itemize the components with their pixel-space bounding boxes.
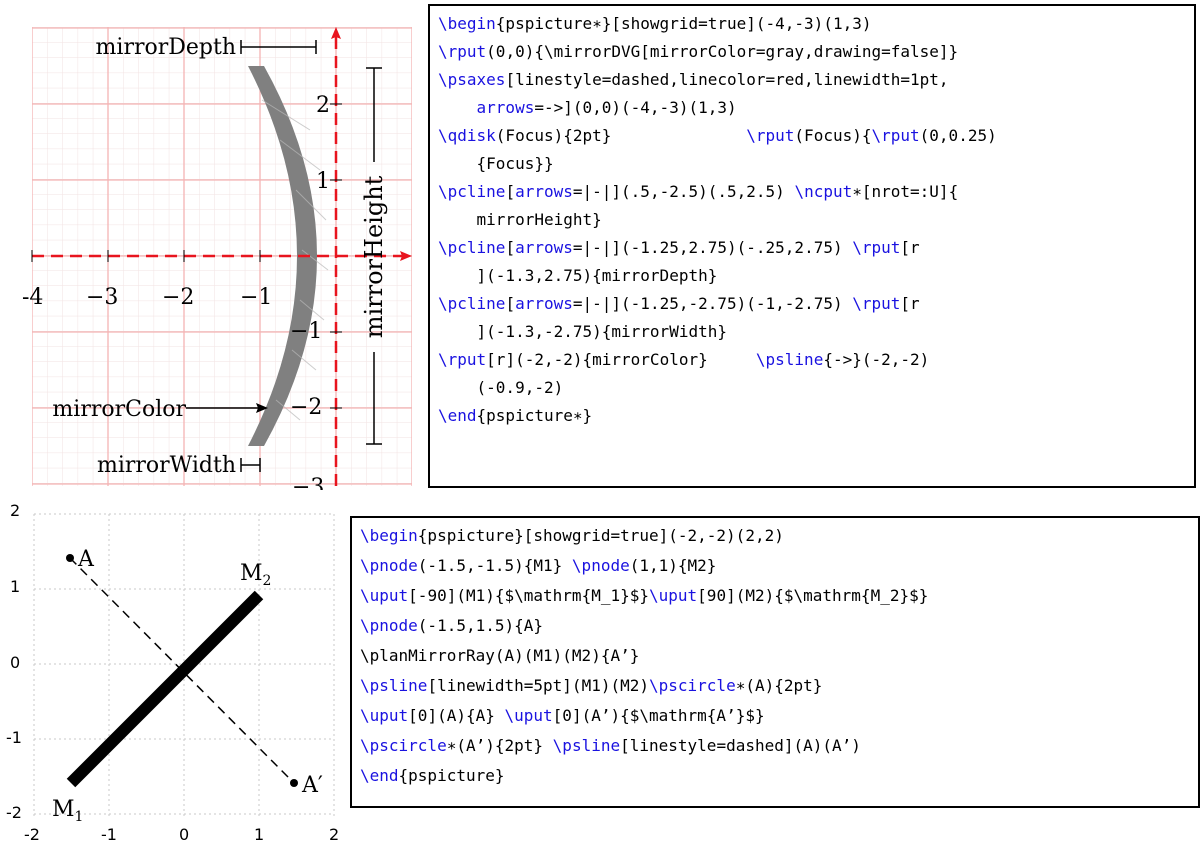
code-listing-mirror: \begin{pspicture∗}[showgrid=true](-4,-3)… [428, 4, 1196, 488]
x-tick-label: −2 [162, 285, 194, 310]
y-tick-label: -1 [6, 728, 22, 747]
code-line: \pcline[arrows=|-|](.5,-2.5)(.5,2.5) \nc… [438, 182, 959, 201]
x-tick-label: 1 [254, 825, 264, 844]
mirror-color-label: mirrorColor [52, 397, 186, 422]
code-line: arrows=->](0,0)(-4,-3)(1,3) [476, 98, 737, 117]
point-a-label: A [77, 547, 95, 572]
code-line: {Focus}} [438, 154, 554, 173]
code-line: \psline[linewidth=5pt](M1)(M2)\pscircle∗… [360, 676, 823, 695]
reflection-ray [69, 557, 295, 784]
mirror-diagram: -4 −3 −2 −1 2 1 −1 −2 −3 mirrorDepth mir… [22, 27, 412, 490]
mirror-shape [248, 66, 329, 446]
code-line: \pnode(-1.5,1.5){A} [360, 616, 544, 635]
mirror-depth-label: mirrorDepth [96, 35, 236, 60]
mirror-depth-dimension [240, 40, 317, 54]
code-line: mirrorHeight} [438, 210, 602, 229]
mirror-color-arrow [186, 403, 268, 413]
x-tick-label: -2 [24, 825, 40, 844]
mirror-width-dimension [240, 458, 261, 472]
mirror-height-dimension [366, 67, 382, 445]
axes [31, 27, 412, 486]
y-tick-label: −1 [290, 319, 322, 344]
code-line: \rput[r](-2,-2){mirrorColor} \psline{->}… [438, 350, 930, 369]
code-line: ](-1.3,2.75){mirrorDepth} [438, 266, 718, 285]
point-a-prime-label: A′ [301, 773, 323, 798]
code-line: \pcline[arrows=|-|](-1.25,-2.75)(-1,-2.7… [438, 294, 920, 313]
code-line: \qdisk(Focus){2pt} \rput(Focus){\rput(0,… [438, 126, 997, 145]
m1-label: M1 [52, 797, 83, 825]
y-tick-label: -2 [6, 803, 22, 822]
code-line: \end{pspicture} [360, 766, 505, 785]
mirror-line [66, 590, 264, 788]
code-listing-plane-mirror: \begin{pspicture}[showgrid=true](-2,-2)(… [350, 516, 1200, 808]
y-tick-label: 2 [316, 93, 330, 118]
x-tick-label: -4 [22, 285, 43, 310]
code-line: \pnode(-1.5,-1.5){M1} \pnode(1,1){M2} [360, 556, 717, 575]
code-line: \uput[0](A){A} \uput[0](A’){$\mathrm{A’}… [360, 706, 765, 725]
code-line: \begin{pspicture∗}[showgrid=true](-4,-3)… [438, 14, 872, 33]
y-tick-label: 2 [10, 501, 20, 520]
code-line: \pcline[arrows=|-|](-1.25,2.75)(-.25,2.7… [438, 238, 920, 257]
point-a [66, 554, 74, 562]
code-line: ](-1.3,-2.75){mirrorWidth} [438, 322, 727, 341]
m2-label: M2 [240, 561, 271, 589]
point-a-prime [290, 779, 298, 787]
y-tick-label: 0 [10, 653, 20, 672]
code-line: \end{pspicture∗} [438, 406, 593, 425]
x-tick-label: −1 [240, 285, 272, 310]
code-line: \pscircle∗(A’){2pt} \psline[linestyle=da… [360, 736, 861, 755]
x-tick-label: -1 [101, 825, 117, 844]
code-line: \begin{pspicture}[showgrid=true](-2,-2)(… [360, 526, 784, 545]
y-tick-label: 1 [316, 169, 330, 194]
mirror-height-label: mirrorHeight [360, 175, 388, 338]
mirror-width-label: mirrorWidth [97, 453, 236, 478]
y-tick-label: 1 [10, 577, 20, 596]
x-tick-label: 2 [329, 825, 339, 844]
x-tick-label: 0 [179, 825, 189, 844]
plane-mirror-diagram: 2 1 0 -1 -2 -2 -1 0 1 2 A A′ M1 M2 [6, 501, 339, 844]
code-line: \psaxes[linestyle=dashed,linecolor=red,l… [438, 70, 949, 89]
y-tick-label: −2 [290, 395, 322, 420]
code-line: (-0.9,-2) [438, 378, 564, 397]
code-line: \rput(0,0){\mirrorDVG[mirrorColor=gray,d… [438, 42, 959, 61]
code-line: \planMirrorRay(A)(M1)(M2){A’} [360, 646, 640, 665]
y-tick-label: −3 [292, 475, 324, 490]
code-line: \uput[-90](M1){$\mathrm{M_1}$}\uput[90](… [360, 586, 929, 605]
x-tick-label: −3 [86, 285, 118, 310]
